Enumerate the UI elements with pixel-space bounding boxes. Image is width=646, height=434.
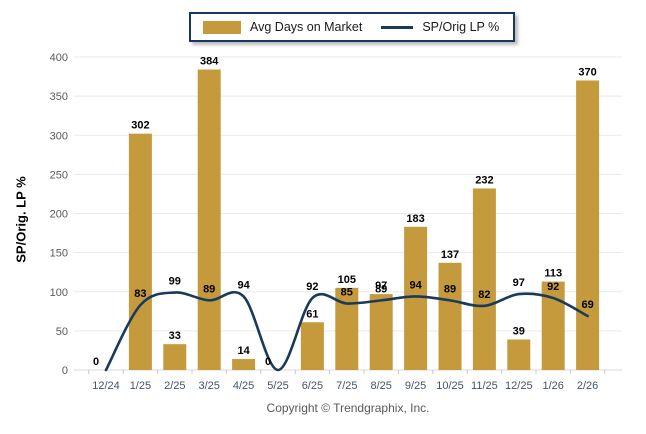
- y-tick-label: 50: [56, 326, 68, 338]
- line-value-label: 89: [203, 283, 215, 295]
- x-tick-label: 1/26: [542, 380, 563, 392]
- bar: [163, 344, 187, 370]
- bar: [232, 359, 256, 370]
- y-tick-label: 350: [50, 91, 68, 103]
- bar-value-label: 137: [441, 249, 459, 261]
- bar-series-swatch-icon: [203, 20, 241, 34]
- y-tick-label: 300: [50, 130, 68, 142]
- x-tick-label: 12/24: [92, 380, 120, 392]
- line-value-label: 85: [341, 286, 353, 298]
- bar: [404, 226, 428, 370]
- bar: [128, 133, 152, 370]
- bar: [507, 339, 531, 370]
- line-value-label: 97: [513, 277, 525, 289]
- line-value-label: 82: [478, 289, 490, 301]
- y-tick-label: 250: [50, 169, 68, 181]
- bar: [197, 69, 221, 371]
- x-tick-label: 3/25: [198, 380, 219, 392]
- bar-value-label: 39: [513, 325, 525, 337]
- bar-value-label: 61: [306, 308, 318, 320]
- x-tick-label: 1/25: [130, 380, 151, 392]
- copyright-text: Copyright © Trendgraphix, Inc.: [266, 401, 430, 415]
- y-tick-label: 200: [50, 209, 68, 221]
- line-value-label: 92: [306, 281, 318, 293]
- bar: [438, 262, 462, 370]
- x-tick-label: 2/25: [164, 380, 185, 392]
- y-tick-label: 0: [62, 365, 68, 377]
- x-tick-label: 7/25: [336, 380, 357, 392]
- legend-line-label: SP/Orig LP %: [422, 20, 500, 34]
- trend-line: [104, 290, 589, 372]
- line-value-label: 89: [444, 283, 456, 295]
- line-series-swatch-icon: [381, 25, 414, 29]
- bar: [576, 80, 600, 370]
- y-axis-title: SP/Orig. LP %: [13, 176, 29, 263]
- line-value-label: 99: [169, 276, 181, 288]
- x-tick-label: 2/26: [577, 380, 598, 392]
- bar-value-label: 105: [338, 274, 356, 286]
- bar-value-label: 97: [375, 280, 387, 292]
- x-tick-label: 11/25: [471, 380, 498, 392]
- x-tick-label: 12/25: [505, 380, 533, 392]
- x-tick-label: 8/25: [370, 380, 391, 392]
- bar: [369, 294, 393, 370]
- x-tick-label: 9/25: [405, 380, 426, 392]
- x-tick-label: 5/25: [267, 380, 288, 392]
- line-value-label: 89: [375, 283, 387, 295]
- bar-value-label: 384: [200, 56, 219, 68]
- bar: [335, 287, 359, 370]
- line-value-label: 0: [265, 356, 271, 368]
- x-tick-label: 4/25: [233, 380, 254, 392]
- y-tick-label: 150: [50, 248, 68, 260]
- x-tick-label: 6/25: [302, 380, 323, 392]
- line-value-label: 94: [409, 279, 422, 291]
- line-value-label: 92: [547, 281, 559, 293]
- bar-value-label: 183: [406, 213, 424, 225]
- x-tick-label: 10/25: [436, 380, 464, 392]
- bar: [300, 322, 324, 370]
- bar-value-label: 33: [169, 330, 181, 342]
- line-value-label: 69: [581, 299, 593, 311]
- bar: [541, 281, 565, 370]
- bar-value-label: 14: [237, 345, 250, 357]
- bar-value-label: 113: [544, 268, 562, 280]
- bar-value-label: 232: [475, 174, 493, 186]
- line-value-label: 83: [134, 288, 146, 300]
- y-tick-label: 100: [50, 287, 68, 299]
- line-value-label: 0: [93, 356, 99, 368]
- bar-value-label: 302: [131, 120, 149, 132]
- bar: [472, 188, 496, 370]
- chart-legend: Avg Days on Market SP/Orig LP %: [189, 12, 516, 42]
- bar-value-label: 370: [578, 66, 596, 78]
- y-tick-label: 400: [50, 52, 68, 64]
- legend-bar-label: Avg Days on Market: [250, 20, 363, 34]
- line-value-label: 94: [237, 279, 250, 291]
